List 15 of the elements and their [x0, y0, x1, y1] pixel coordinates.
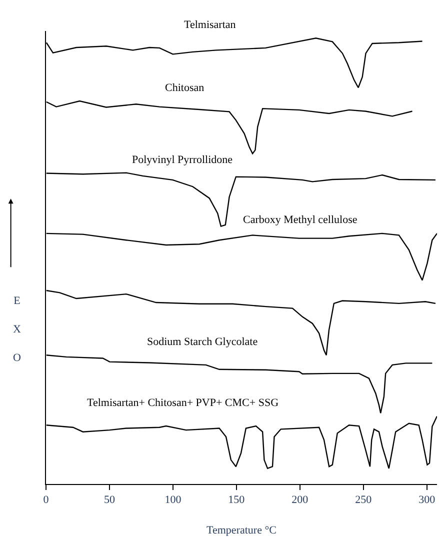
x-tick-label: 50	[104, 494, 116, 506]
series-label: Carboxy Methyl cellulose	[243, 214, 358, 226]
series-label: Chitosan	[165, 82, 205, 94]
series-label: Telmisartan	[184, 19, 236, 31]
x-tick-label: 250	[355, 494, 372, 506]
x-tick-label: 0	[43, 494, 50, 506]
x-tick-label: 200	[292, 494, 309, 506]
text: EXO	[13, 295, 21, 364]
series-label: Polyvinyl Pyrrollidone	[132, 154, 233, 166]
series-label: Telmisartan+ Chitosan+ PVP+ CMC+ SSG	[87, 397, 279, 409]
x-tick-label: 100	[164, 494, 182, 506]
x-tick-label: 150	[228, 494, 246, 506]
series-label: Sodium Starch Glycolate	[147, 336, 258, 348]
x-axis-title: Temperature °C	[206, 524, 276, 536]
x-tick-label: 300	[418, 494, 436, 506]
